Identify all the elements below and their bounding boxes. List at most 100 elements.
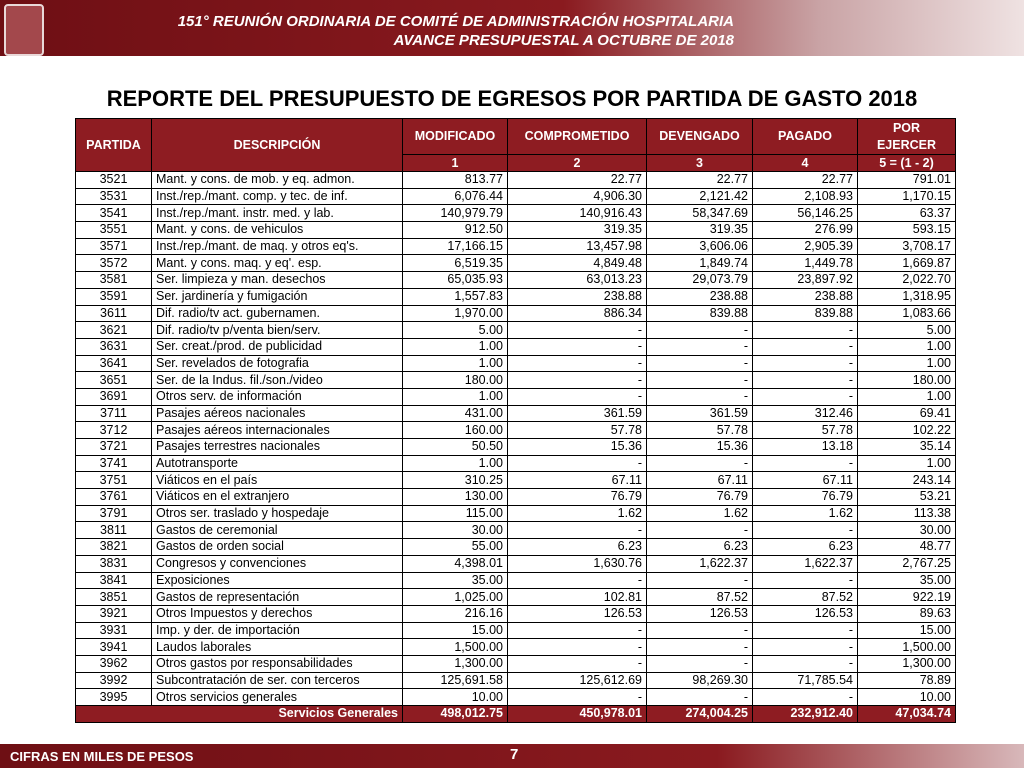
table-cell: 4,849.48 [507,254,647,273]
table-cell: 17,166.15 [402,237,508,256]
table-cell: 839.88 [646,304,753,323]
table-cell: 13.18 [752,438,858,456]
table-cell: 10.00 [857,688,956,706]
table-row: 3741 Autotransporte 1.00- - -1.00 [75,454,956,473]
table-row: 3691 Otros serv. de información 1.00- - -1.0… [75,387,956,406]
table-cell: - [507,654,647,673]
table-cell: - [507,521,647,540]
table-cell: 813.77 [402,171,508,189]
table-cell: 57.78 [646,421,753,439]
table-cell: 53.21 [857,488,956,506]
table-row: 3851 Gastos de representación 1,025.00 102.… [75,588,956,606]
table-cell: - [507,371,647,389]
table-cell: 5.00 [857,321,956,339]
table-cell: 87.52 [752,588,858,606]
table-cell: Inst./rep./mant. de maq. y otros eq's. [151,237,403,256]
table-cell: - [646,337,753,356]
table-cell: 4,398.01 [402,554,508,573]
table-cell: - [507,571,647,590]
table-cell: 2,121.42 [646,187,753,206]
table-cell: - [646,688,753,706]
table-cell: 160.00 [402,421,508,439]
table-cell: - [507,454,647,473]
table-cell: 3712 [75,421,152,439]
table-cell: 3931 [75,621,152,640]
total-cell: 232,912.40 [752,705,858,723]
table-cell: 71,785.54 [752,671,858,690]
table-row: 3751 Viáticos en el país 310.25 67.11 67.11 6… [75,471,956,490]
table-cell: 98,269.30 [646,671,753,690]
table-cell: 1.00 [402,337,508,356]
table-cell: Otros gastos por responsabilidades [151,654,403,673]
column-header: COMPROMETIDO [507,117,647,156]
table-cell: - [752,321,858,339]
total-cell: 450,978.01 [507,705,647,723]
table-cell: 1.00 [402,354,508,373]
table-cell: - [752,387,858,406]
table-cell: 87.52 [646,588,753,606]
column-header: PAGADO [752,117,858,156]
table-cell: Otros Impuestos y derechos [151,604,403,623]
table-cell: 2,108.93 [752,187,858,206]
total-row: Servicios Generales 498,012.75 450,978.01 2… [75,705,956,723]
table-cell: - [507,621,647,640]
table-cell: 6.23 [646,538,753,556]
table-cell: 3611 [75,304,152,323]
table-cell: - [752,621,858,640]
table-cell: - [646,621,753,640]
column-number: 3 [646,154,753,172]
column-header: PARTIDA [75,118,152,172]
table-cell: 3,708.17 [857,237,956,256]
table-cell: 3811 [75,521,152,540]
table-cell: 48.77 [857,538,956,556]
table-cell: Autotransporte [151,454,403,473]
table-cell: - [752,337,858,356]
table-cell: 3841 [75,571,152,590]
table-cell: 3821 [75,538,152,556]
table-cell: 76.79 [752,488,858,506]
table-cell: - [646,638,753,656]
table-cell: 4,906.30 [507,187,647,206]
header-row: PARTIDA DESCRIPCIÓN MODIFICADO COMPROMETIDO… [75,117,956,172]
table-cell: 276.99 [752,221,858,239]
table-cell: 361.59 [646,404,753,423]
table-cell: 63,013.23 [507,271,647,289]
table-row: 3611 Dif. radio/tv act. gubernamen. 1,970.… [75,304,956,323]
table-row: 3941 Laudos laborales 1,500.00- - -1,500.00 [75,638,956,656]
table-row: 3821 Gastos de orden social 55.00 6.23 6.23 6… [75,538,956,556]
table-cell: 6,519.35 [402,254,508,273]
table-cell: 22.77 [752,171,858,189]
table-row: 3811 Gastos de ceremonial 30.00- - -30.00 [75,521,956,540]
table-cell: 67.11 [507,471,647,490]
table-cell: 593.15 [857,221,956,239]
table-cell: Ser. jardinería y fumigación [151,287,403,306]
header-band: 151° REUNIÓN ORDINARIA DE COMITÉ DE ADMI… [0,0,1024,56]
table-cell: 3551 [75,221,152,239]
table-cell: - [752,521,858,540]
table-cell: 3631 [75,337,152,356]
table-row: 3791 Otros ser. traslado y hospedaje 115.0… [75,504,956,523]
table-cell: - [646,454,753,473]
table-cell: 3641 [75,354,152,373]
table-row: 3591 Ser. jardinería y fumigación 1,557.83… [75,287,956,306]
table-cell: 912.50 [402,221,508,239]
table-cell: - [752,654,858,673]
table-row: 3721 Pasajes terrestres nacionales 50.50 15… [75,438,956,456]
table-cell: 1,449.78 [752,254,858,273]
table-cell: Gastos de representación [151,588,403,606]
table-cell: 22.77 [507,171,647,189]
table-cell: - [752,371,858,389]
table-cell: 3831 [75,554,152,573]
table-cell: 180.00 [402,371,508,389]
table-cell: 2,022.70 [857,271,956,289]
table-cell: 3621 [75,321,152,339]
table-cell: 3571 [75,237,152,256]
table-cell: 1,500.00 [402,638,508,656]
table-cell: 10.00 [402,688,508,706]
total-cell: 47,034.74 [857,705,956,723]
table-cell: - [752,638,858,656]
table-cell: 63.37 [857,204,956,223]
table-row: 3651 Ser. de la Indus. fil./son./video 180… [75,371,956,389]
table-cell: 3921 [75,604,152,623]
table-cell: - [752,571,858,590]
